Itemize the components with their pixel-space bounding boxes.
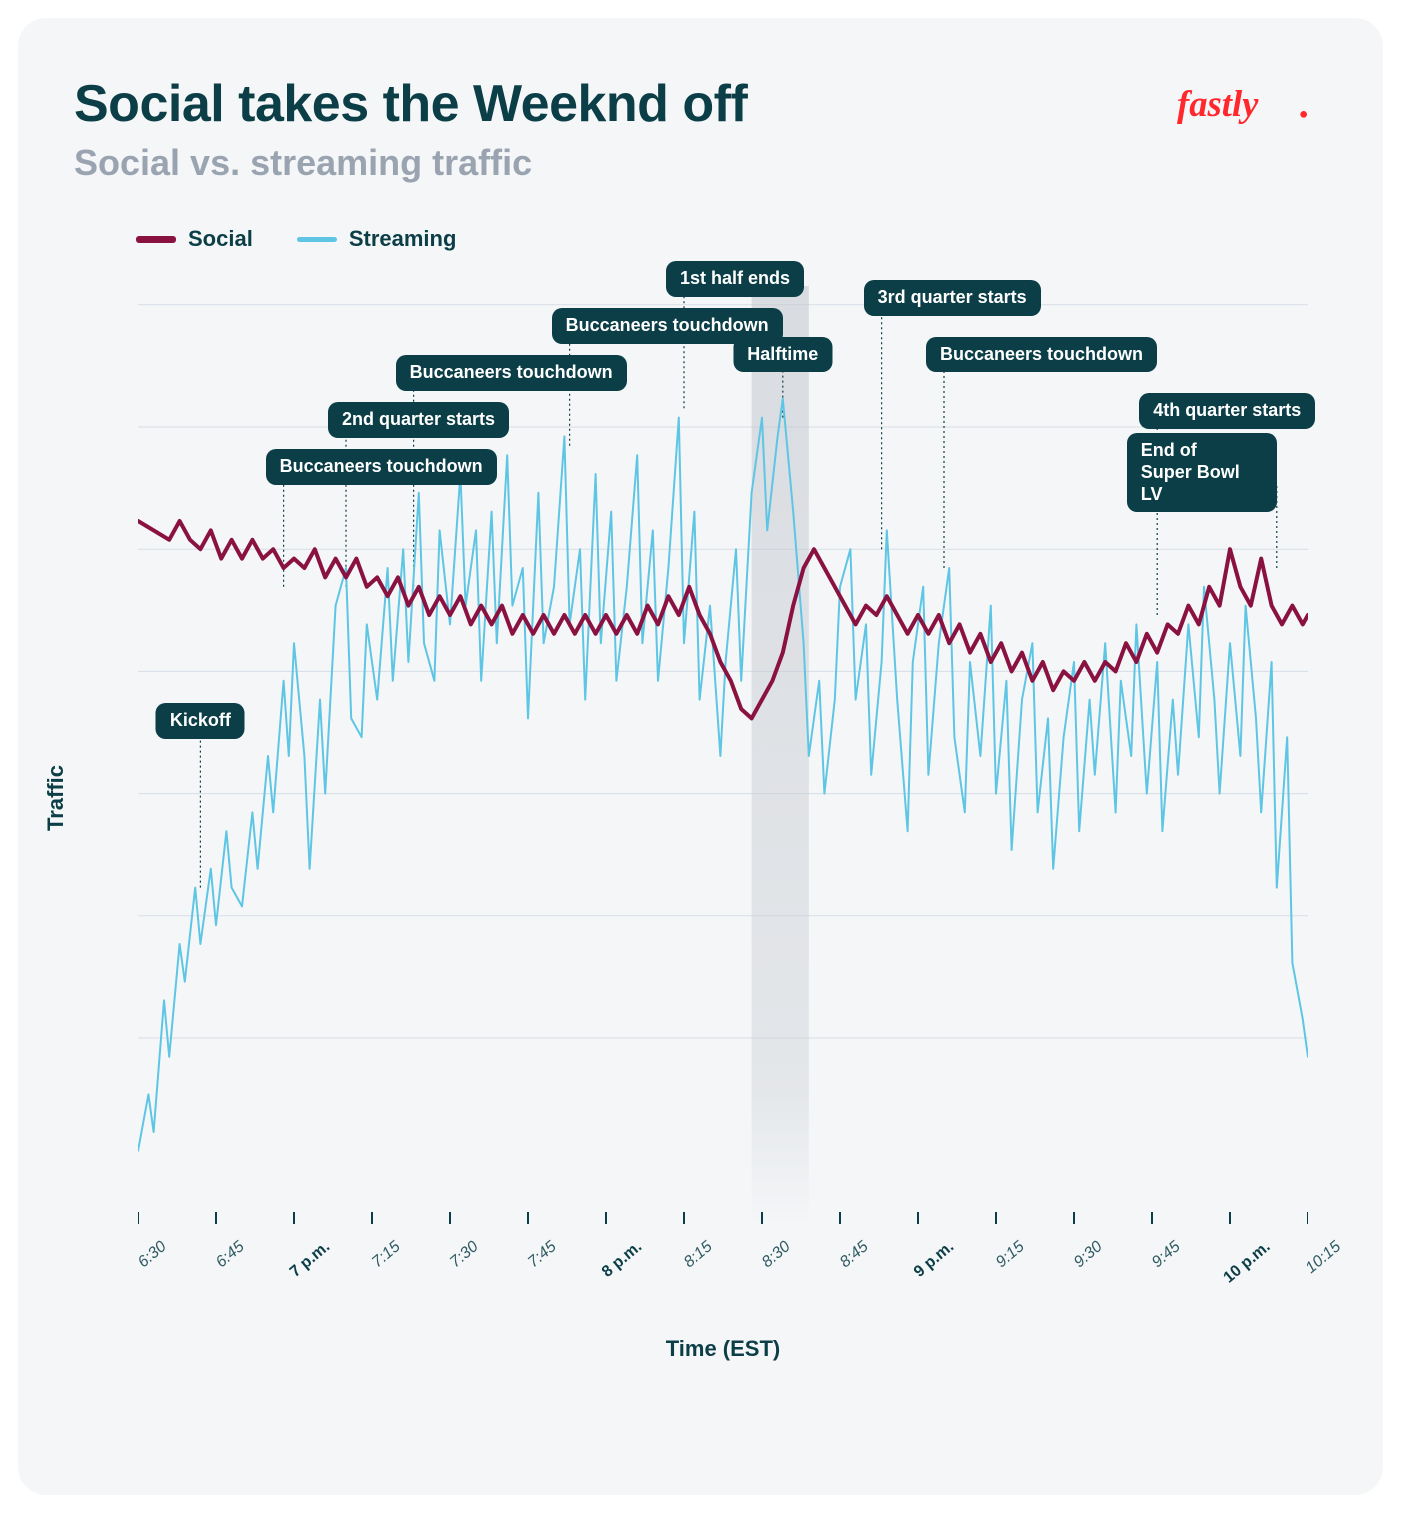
chart-area: Traffic 6:306:457 p.m.7:157:307:458 p.m.… (74, 286, 1327, 1376)
x-tick-label: 8:30 (754, 1232, 795, 1272)
brand-logo: fastly (1177, 80, 1327, 137)
x-tick-label: 10 p.m. (1215, 1232, 1274, 1287)
x-tick-label: 9:45 (1144, 1232, 1185, 1272)
annotation-label: 2nd quarter starts (328, 402, 509, 438)
legend-swatch (297, 237, 337, 242)
x-tick-label: 9:15 (988, 1232, 1029, 1272)
annotation-label: 4th quarter starts (1139, 393, 1315, 429)
x-tick-label: 8 p.m. (594, 1232, 646, 1282)
legend-label: Streaming (349, 226, 457, 252)
x-tick-label: 8:15 (676, 1232, 717, 1272)
annotation-label: 1st half ends (666, 261, 804, 297)
subtitle: Social vs. streaming traffic (74, 142, 747, 184)
annotation-label: Buccaneers touchdown (396, 355, 627, 391)
legend-item: Social (136, 226, 253, 252)
annotation-label: Buccaneers touchdown (266, 449, 497, 485)
y-axis-label: Traffic (43, 765, 69, 831)
x-tick-label: 7:30 (442, 1232, 483, 1272)
legend-label: Social (188, 226, 253, 252)
annotation-label: Buccaneers touchdown (926, 337, 1157, 373)
x-tick-label: 7:45 (520, 1232, 561, 1272)
legend: Social Streaming (74, 226, 1327, 252)
x-tick-label: 10:15 (1297, 1232, 1344, 1278)
annotation-label: 3rd quarter starts (864, 280, 1041, 316)
annotation-label: Kickoff (156, 703, 245, 739)
chart-card: Social takes the Weeknd off Social vs. s… (18, 18, 1383, 1495)
plot: 6:306:457 p.m.7:157:307:458 p.m.8:158:30… (138, 286, 1308, 1376)
social-line (138, 521, 1308, 718)
x-tick-label: 9:30 (1066, 1232, 1107, 1272)
x-tick-label: 6:45 (208, 1232, 249, 1272)
x-tick-label: 7:15 (364, 1232, 405, 1272)
legend-item: Streaming (297, 226, 457, 252)
line-chart (138, 286, 1308, 1226)
x-tick-label: 7 p.m. (282, 1232, 334, 1282)
x-tick-label: 9 p.m. (906, 1232, 958, 1282)
x-tick-label: 8:45 (832, 1232, 873, 1272)
title: Social takes the Weeknd off (74, 74, 747, 134)
legend-swatch (136, 236, 176, 243)
annotation-label: Halftime (733, 337, 832, 373)
header: Social takes the Weeknd off Social vs. s… (74, 74, 1327, 184)
x-axis-label: Time (EST) (666, 1336, 781, 1362)
titles: Social takes the Weeknd off Social vs. s… (74, 74, 747, 184)
svg-text:fastly: fastly (1177, 83, 1259, 124)
annotation-label: End ofSuper Bowl LV (1127, 433, 1277, 512)
fastly-logo-icon: fastly (1177, 80, 1327, 132)
x-tick-label: 6:30 (130, 1232, 171, 1272)
